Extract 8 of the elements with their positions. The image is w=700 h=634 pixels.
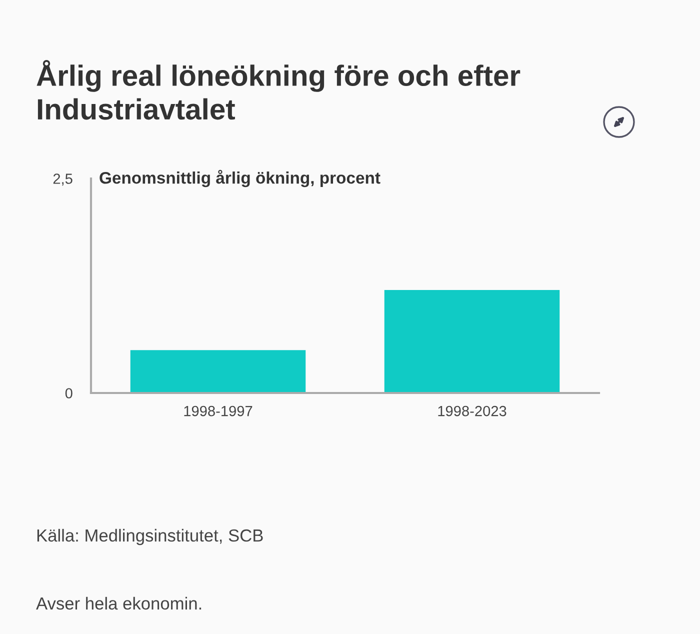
y-axis-title: Genomsnittlig årlig ökning, procent	[100, 170, 380, 188]
text: Källa: Medlingsinstitutet, SCB	[37, 528, 263, 546]
text: Avser hela ekonomin.	[36, 596, 202, 610]
y-tick-label: 0	[65, 388, 72, 398]
x-tick-label: 1998-1997	[184, 406, 252, 416]
y-tick-label: 2,5	[53, 174, 72, 186]
chart-title: Årlig real löneökning före och efter Industriavtalet	[36, 60, 520, 120]
x-tick-label: 1998-2023	[438, 406, 506, 416]
